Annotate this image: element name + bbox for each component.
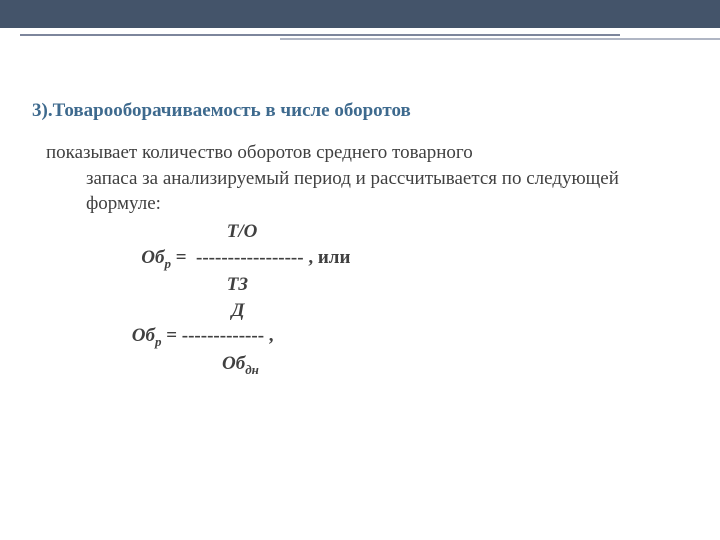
- formula-numerator-1: Т/О: [32, 219, 680, 245]
- underline-secondary: [280, 38, 720, 40]
- underline-primary: [20, 34, 620, 36]
- formula-eq-2: Обр = ------------- ,: [32, 323, 680, 350]
- header-underlines: [20, 34, 720, 40]
- formula-block: Т/О Обр = ----------------- , или ТЗ Д О…: [32, 219, 680, 378]
- paragraph-continuation: запаса за анализируемый период и рассчит…: [60, 166, 680, 217]
- formula-denominator-1: ТЗ: [32, 272, 680, 298]
- formula-denominator-2: Обдн: [32, 351, 680, 378]
- formula-numerator-2: Д: [32, 298, 680, 324]
- body-paragraph: показывает количество оборотов среднего …: [46, 140, 680, 217]
- paragraph-line-1: показывает количество оборотов среднего …: [46, 142, 473, 163]
- header-bar: [0, 0, 720, 28]
- slide-content: 3).Товарооборачиваемость в числе оборото…: [0, 28, 720, 378]
- formula-eq-1: Обр = ----------------- , или: [32, 245, 680, 272]
- section-heading: 3).Товарооборачиваемость в числе оборото…: [32, 100, 680, 122]
